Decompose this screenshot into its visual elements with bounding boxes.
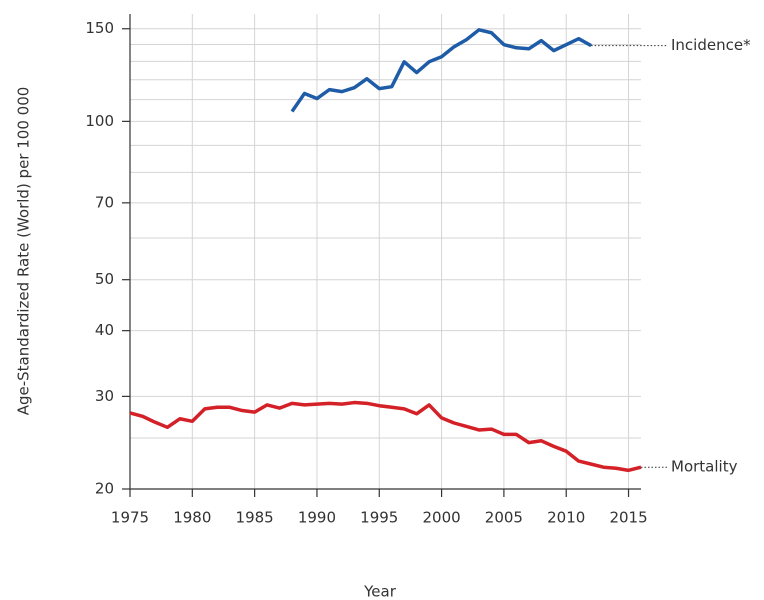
x-tick-label: 1990 bbox=[298, 509, 336, 527]
series-line bbox=[290, 28, 592, 113]
x-tick-label: 1995 bbox=[360, 509, 398, 527]
x-tick-label: 2000 bbox=[422, 509, 460, 527]
series-line bbox=[129, 400, 642, 473]
x-tick-label: 2005 bbox=[485, 509, 523, 527]
y-tick-label: 50 bbox=[95, 270, 114, 288]
series-label: Incidence* bbox=[671, 36, 751, 54]
series-label: Mortality bbox=[671, 458, 738, 476]
x-tick-label: 2015 bbox=[609, 509, 647, 527]
x-axis-label: Year bbox=[363, 583, 397, 600]
y-tick-label: 100 bbox=[85, 112, 114, 130]
y-tick-label: 150 bbox=[85, 19, 114, 37]
x-tick-label: 1985 bbox=[236, 509, 274, 527]
x-tick-label: 1975 bbox=[111, 509, 149, 527]
y-tick-label: 40 bbox=[95, 321, 114, 339]
x-tick-label: 2010 bbox=[547, 509, 585, 527]
y-axis-label: Age-Standardized Rate (World) per 100 00… bbox=[15, 87, 33, 416]
x-tick-label: 1980 bbox=[173, 509, 211, 527]
y-tick-label: 30 bbox=[95, 387, 114, 405]
y-tick-label: 70 bbox=[95, 193, 114, 211]
y-tick-label: 20 bbox=[95, 480, 114, 498]
